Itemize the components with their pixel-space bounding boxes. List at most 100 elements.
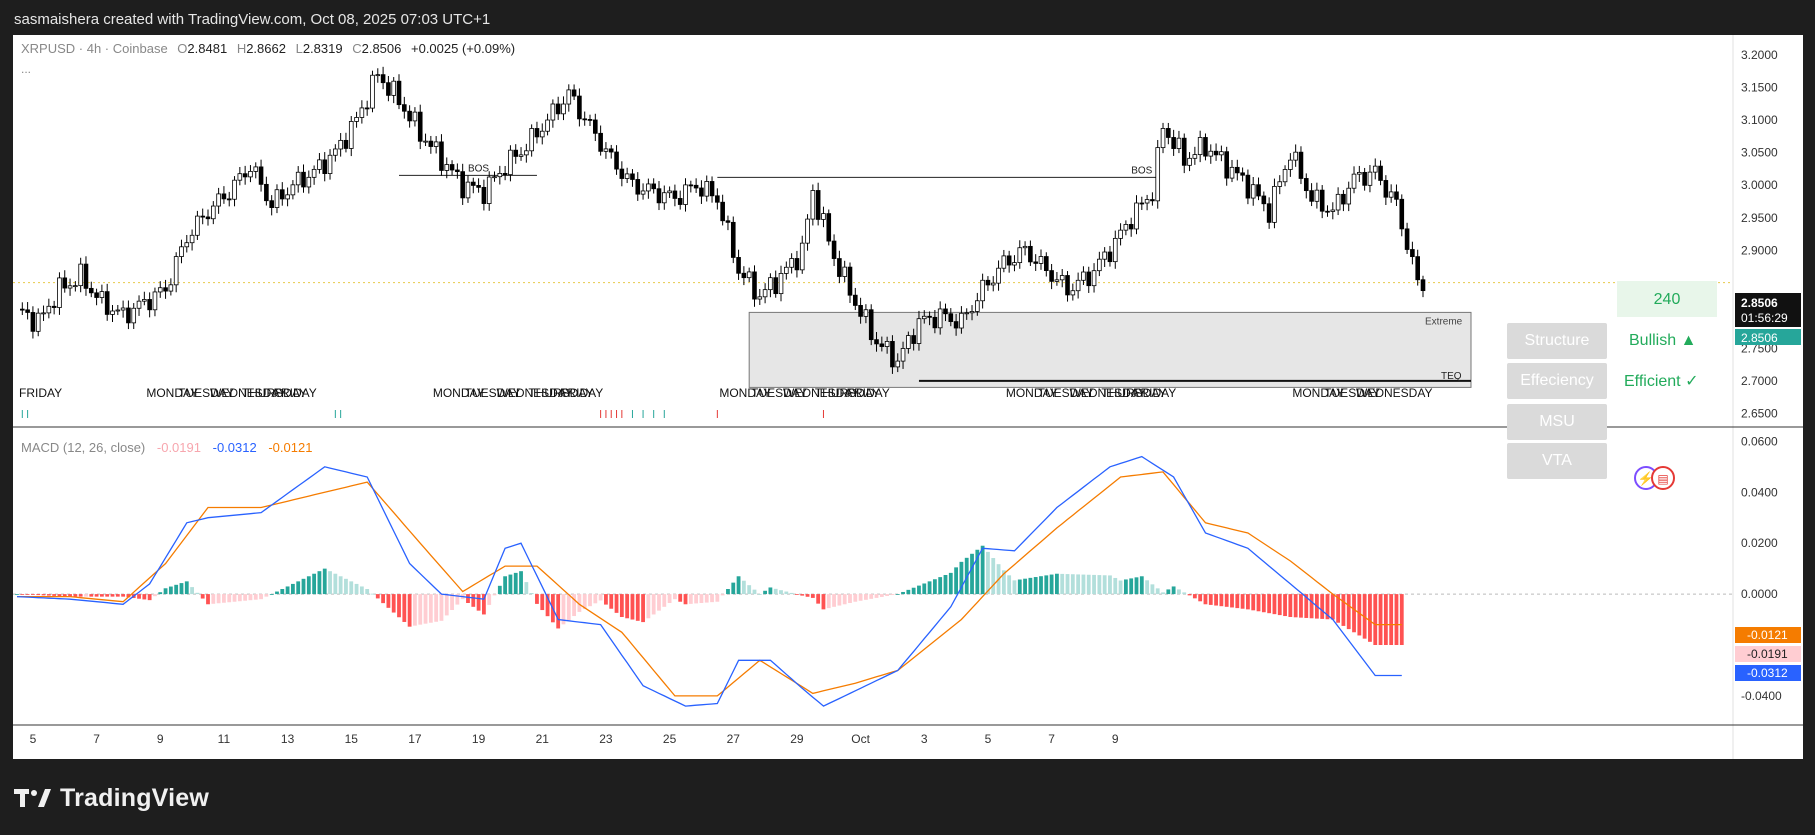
macd-hist-bar	[306, 576, 311, 595]
macd-hist-bar	[609, 594, 614, 609]
macd-hist-bar	[938, 577, 943, 595]
macd-hist-bar	[821, 594, 826, 610]
day-label: TUESDAY	[751, 386, 807, 400]
macd-hist-bar	[434, 594, 439, 622]
macd-hist-bar	[625, 594, 630, 619]
macd-hist-bar	[1198, 594, 1203, 602]
macd-legend[interactable]: MACD (12, 26, close) -0.0191 -0.0312 -0.…	[21, 440, 312, 455]
candle-body	[1303, 178, 1309, 192]
candle-body	[285, 194, 290, 200]
macd-hist-bar	[62, 594, 67, 597]
candle-body	[57, 277, 62, 308]
time-tick-label: Oct	[851, 732, 870, 746]
time-tick-label: 25	[663, 732, 677, 746]
candle-body	[677, 198, 683, 205]
candle-body	[1155, 147, 1161, 202]
price-tick-label: 2.7000	[1741, 374, 1778, 388]
macd-hist-bar	[1246, 594, 1250, 610]
candle-body	[131, 307, 137, 324]
candle-body	[651, 183, 656, 190]
macd-hist-bar	[1389, 594, 1394, 645]
candle-body	[1298, 151, 1304, 179]
candle-body	[1081, 271, 1086, 281]
efficiency-value: Efficient ✓	[1624, 373, 1699, 390]
macd-hist-bar	[497, 585, 502, 595]
teq-label: TEQ	[1441, 371, 1462, 382]
macd-hist-bar	[269, 594, 274, 595]
macd-hist-bar	[630, 594, 635, 620]
macd-hist-bar	[1235, 594, 1240, 609]
candle-body	[768, 277, 773, 291]
candle-body	[656, 188, 662, 204]
chart-svg[interactable]: BOS BOS TEQ Extreme FRIDAY MONDAYTUESDAYW…	[13, 35, 1803, 759]
macd-hist-bar	[869, 594, 874, 599]
candle-body	[571, 89, 577, 97]
candle-body	[1043, 256, 1049, 271]
candle-body	[492, 176, 497, 179]
candle-body	[969, 311, 975, 314]
macd-hist-bar	[524, 582, 529, 595]
candle-body	[1351, 173, 1357, 189]
candle-body	[1118, 229, 1123, 239]
candle-body	[444, 164, 450, 171]
candle-body	[529, 128, 534, 152]
macd-hist-bar	[391, 594, 396, 613]
candle-body	[1293, 151, 1298, 161]
macd-hist-bar	[455, 594, 460, 605]
macd-hist-bar	[683, 594, 688, 605]
candle-body	[975, 300, 980, 312]
macd-hist-bar	[1076, 574, 1081, 595]
candle-body	[168, 284, 174, 292]
day-label: THURSDAY	[1101, 386, 1166, 400]
candle-body	[683, 184, 688, 205]
macd-hist-bar	[1134, 577, 1139, 595]
time-axis[interactable]: 5 7 9 11 13 15 17 19 21 23 25 27 29 Oct 3 5 7 9	[30, 732, 1119, 746]
macd-hist-bar	[158, 592, 163, 595]
macd-hist-bar	[1299, 594, 1303, 618]
candle-body	[1245, 174, 1251, 199]
legend-more[interactable]: ...	[21, 62, 31, 76]
day-label: TUESDAY	[178, 386, 234, 400]
macd-hist-bar	[46, 594, 51, 596]
candle-body	[1415, 256, 1420, 281]
candle-body	[603, 148, 609, 152]
flag-icon[interactable]	[1651, 466, 1675, 490]
flag-glyph: ▤	[1657, 472, 1668, 486]
candle-body	[412, 111, 418, 122]
macd-hist-bar	[153, 594, 157, 597]
candle-body	[1314, 189, 1320, 202]
macd-hist-bar	[1251, 594, 1256, 611]
candle-body	[1219, 151, 1224, 156]
candle-body	[1166, 128, 1171, 138]
macd-hist-bar	[1060, 573, 1065, 595]
macd-hist-bar	[1182, 592, 1187, 595]
macd-hist-bar	[927, 581, 932, 595]
symbol-legend[interactable]: XRPUSD · 4h · Coinbase O2.8481 H2.8662 L…	[21, 41, 515, 56]
macd-hist-bar	[922, 583, 927, 595]
macd-hist-bar	[948, 572, 953, 595]
candle-body	[513, 149, 519, 157]
candle-body	[343, 139, 349, 149]
candle-body	[115, 309, 121, 312]
macd-hist-bar	[773, 588, 778, 595]
candle-body	[598, 132, 603, 152]
msu-pill: MSU	[1507, 404, 1607, 440]
candle-body	[555, 103, 561, 115]
candle-body	[1357, 171, 1362, 175]
macd-hist-bar	[1267, 594, 1272, 614]
macd-line	[16, 455, 1402, 707]
macd-hist-bar	[105, 594, 110, 597]
candle-body	[900, 348, 906, 362]
macd-hist-bar	[492, 594, 497, 596]
candle-body	[120, 307, 126, 311]
candle-body	[301, 171, 306, 188]
macd-hist-bar	[890, 594, 895, 596]
day-label: THURSDAY	[242, 386, 307, 400]
macd-hist-bar	[338, 576, 343, 595]
demand-zone	[748, 311, 1472, 388]
candle-body	[1213, 150, 1219, 156]
last-price-badge	[1735, 293, 1801, 327]
macd-hist-bar	[1177, 589, 1181, 595]
candle-body	[205, 216, 211, 220]
macd-axis[interactable]: 0.0600 0.0400 0.0200 0.0000 -0.0400	[1741, 434, 1782, 703]
